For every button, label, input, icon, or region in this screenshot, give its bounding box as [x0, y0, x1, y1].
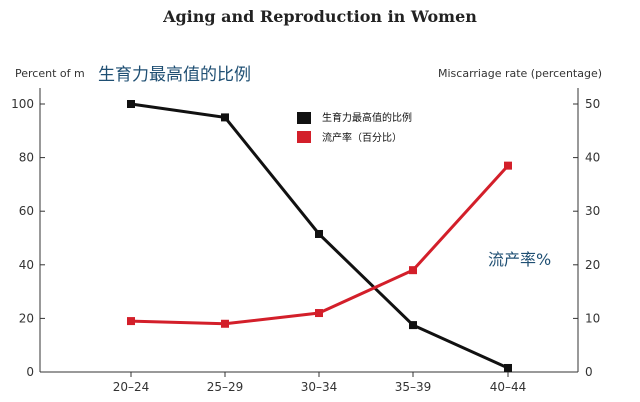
- fertility-data-point: [315, 229, 323, 238]
- chart-title: Aging and Reproduction in Women: [162, 7, 477, 26]
- right-tick-label: 10: [585, 311, 600, 325]
- fertility-data-point: [221, 113, 229, 122]
- fertility-data-point: [504, 363, 512, 372]
- x-tick-label: 30–34: [301, 380, 338, 394]
- left-axis-label: Percent of m: [15, 67, 85, 80]
- miscarriage-series-line: [130, 164, 510, 326]
- left-tick-label: 100: [11, 97, 34, 111]
- right-tick-label: 40: [585, 151, 600, 165]
- fertility-data-point: [409, 321, 417, 330]
- right-tick-label: 50: [585, 97, 600, 111]
- miscarriage-data-point: [221, 319, 229, 328]
- miscarriage-data-point: [127, 317, 135, 326]
- right-tick-label: 30: [585, 204, 600, 218]
- left-tick-label: 40: [19, 258, 34, 272]
- legend-label-fertility: 生育力最高值的比例: [322, 111, 412, 124]
- miscarriage-data-point: [409, 266, 417, 275]
- miscarriage-data-point: [315, 309, 323, 318]
- left-tick-label: 60: [19, 204, 34, 218]
- fertility-data-point: [127, 100, 135, 108]
- miscarriage-data-point: [504, 161, 512, 170]
- left-tick-label: 20: [19, 311, 34, 325]
- x-tick-label: 35–39: [395, 380, 432, 394]
- legend-swatch-fertility: [297, 112, 311, 124]
- right-axis-label: Miscarriage rate (percentage): [438, 67, 602, 80]
- legend-swatch-miscarriage: [297, 131, 311, 143]
- x-tick-label: 25–29: [207, 380, 244, 394]
- legend: 生育力最高值的比例 流产率（百分比）: [297, 111, 412, 144]
- right-tick-label: 20: [585, 258, 600, 272]
- legend-label-miscarriage: 流产率（百分比）: [322, 131, 402, 144]
- miscarriage-annotation: 流产率%: [488, 250, 551, 269]
- right-tick-label: 0: [585, 365, 593, 379]
- left-tick-label: 0: [26, 365, 34, 379]
- x-tick-label: 20–24: [113, 380, 150, 394]
- left-tick-label: 80: [19, 151, 34, 165]
- left-axis-label-overlay: 生育力最高值的比例: [98, 65, 251, 85]
- x-tick-label: 40–44: [490, 380, 527, 394]
